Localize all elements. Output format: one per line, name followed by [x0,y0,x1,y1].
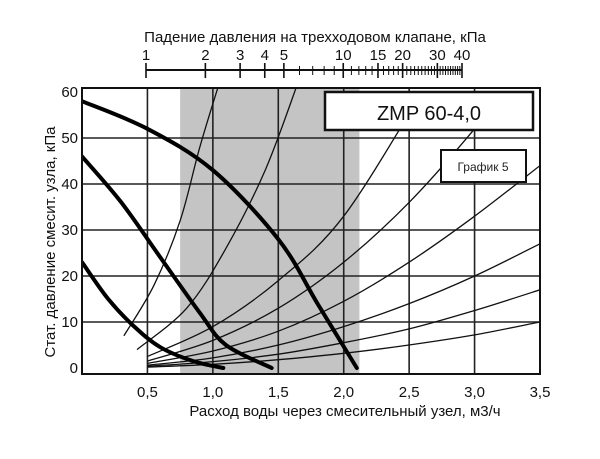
top-axis-tick-label: 20 [394,47,411,64]
chart-title: ZMP 60-4,0 [377,103,481,125]
x-axis-label: Расход воды через смесительный узел, м3/… [189,403,500,420]
pump-curve-1 [82,99,359,370]
plot-area: ZMP 60-4,0 График 5 [81,87,541,375]
y-axis-label: Стат. давление смесит. узла, кПа [42,126,59,358]
y-tick-label: 50 [61,130,78,147]
x-tick-label: 2,5 [399,384,420,401]
plot-frame [81,87,541,375]
valve-curve-3 [147,91,423,358]
pump-curve-2 [82,154,274,370]
x-axis-tick-labels: 0,5 1,0 1,5 2,0 2,5 3,0 3,5 [137,384,550,401]
x-tick-label: 1,5 [268,384,289,401]
y-tick-label: 20 [61,268,78,285]
top-axis-tick-label: 1 [142,47,150,64]
valve-curves [123,88,540,368]
pump-curve-3 [82,260,226,370]
x-tick-label: 0,5 [137,384,158,401]
top-axis-tick-label: 40 [454,47,471,64]
top-axis-label: Падение давления на трехходовом клапане,… [144,29,486,46]
valve-curve-1 [123,88,219,337]
top-axis-tick-label: 4 [261,47,269,64]
y-tick-label: 0 [70,360,78,377]
subtitle-box [440,149,527,183]
y-axis-tick-labels: 0 10 20 30 40 50 60 [61,84,78,377]
chart-subtitle: График 5 [457,160,508,174]
top-axis-tick-label: 2 [201,47,209,64]
valve-curve-2 [136,88,297,351]
y-tick-label: 10 [61,314,78,331]
top-axis-tick-label: 10 [335,47,352,64]
top-axis-tick-label: 5 [280,47,288,64]
top-pressure-drop-axis: Падение давления на трехходовом клапане,… [142,29,486,78]
valve-curve-5 [147,165,540,365]
pump-curves [82,99,359,370]
top-axis-tick-label: 15 [370,47,387,64]
x-tick-label: 2,0 [333,384,354,401]
x-tick-label: 1,0 [202,384,223,401]
y-tick-label: 60 [61,84,78,101]
title-box [323,90,535,132]
y-tick-label: 40 [61,176,78,193]
grid [82,88,541,374]
valve-curve-6 [147,243,540,366]
y-tick-label: 30 [61,222,78,239]
top-axis-tick-label: 3 [236,47,244,64]
x-tick-label: 3,5 [530,384,551,401]
top-axis-tick-label: 30 [429,47,446,64]
x-tick-label: 3,0 [464,384,485,401]
